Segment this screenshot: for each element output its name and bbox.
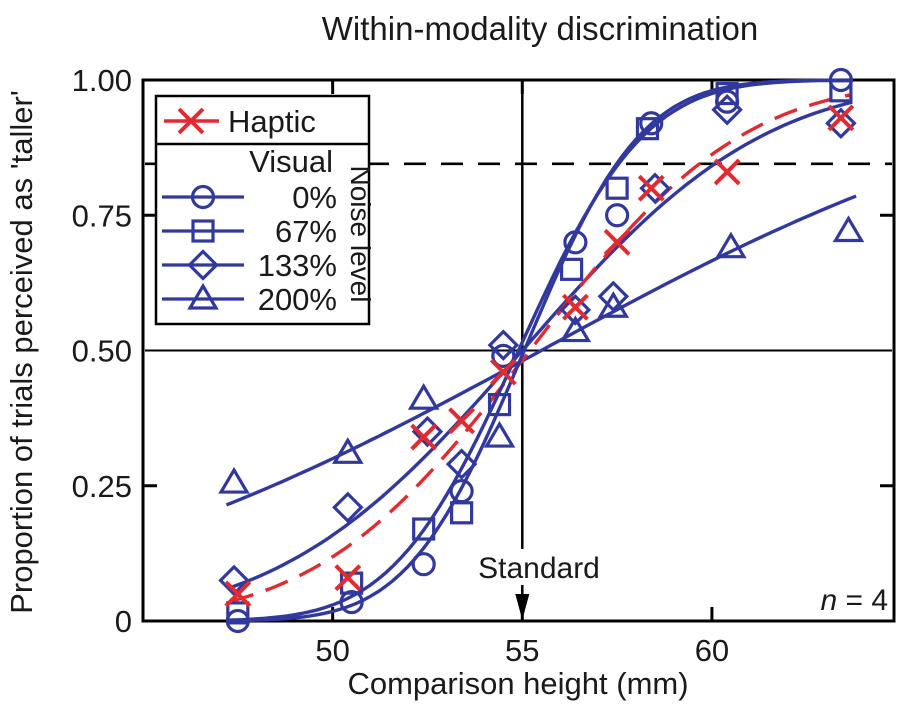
legend-item-label: 133%	[258, 248, 337, 283]
data-marker-square	[715, 81, 739, 106]
data-marker-diamond	[597, 280, 630, 313]
data-marker-square	[487, 393, 512, 417]
x-tick-label-50: 50	[315, 633, 349, 668]
data-marker-square	[560, 257, 584, 281]
data-marker-diamond	[487, 329, 520, 361]
legend-item-label: 200%	[258, 282, 337, 317]
series-visual-200-noise	[218, 215, 865, 494]
data-marker-diamond	[411, 415, 444, 448]
data-marker-diamond	[711, 93, 743, 126]
data-marker-triangle	[715, 231, 747, 259]
data-marker-triangle	[407, 383, 440, 410]
legend-item-133pct: 133%	[162, 248, 337, 283]
y-tick-label-1: 1.00	[72, 63, 132, 98]
x-axis-label: Comparison height (mm)	[347, 666, 688, 701]
data-marker-square	[226, 601, 250, 625]
legend-item-0pct: 0%	[162, 180, 337, 215]
y-tick-label-0: 0	[115, 604, 132, 639]
data-marker-x	[177, 107, 205, 135]
n-value: = 4	[837, 584, 888, 617]
legend: Haptic Visual Noise level 0%67%133%200%	[154, 94, 376, 326]
data-marker-x	[334, 564, 362, 592]
data-marker-x	[713, 158, 741, 186]
plot-frame	[141, 78, 896, 623]
data-marker-circle	[605, 203, 630, 228]
data-marker-square	[635, 117, 660, 141]
data-marker-x	[224, 580, 252, 608]
y-axis-label: Proportion of trials perceived as 'talle…	[4, 90, 39, 614]
fit-curve-0pct	[226, 78, 849, 623]
legend-item-67pct: 67%	[162, 214, 337, 249]
fit-curve-Haptic	[229, 92, 853, 604]
y-tick-label-0.25: 0.25	[72, 469, 132, 504]
data-marker-diamond	[218, 564, 250, 597]
legend-noise-header: Noise level	[345, 166, 376, 303]
data-marker-diamond	[445, 448, 478, 480]
data-marker-square	[412, 517, 436, 541]
data-marker-triangle	[483, 420, 516, 448]
data-marker-triangle	[218, 466, 250, 494]
y-tick-label-0.5: 0.50	[72, 334, 132, 369]
data-marker-x	[561, 293, 589, 321]
legend-visual-header: Visual	[249, 144, 333, 179]
data-marker-square	[450, 501, 474, 525]
legend-item-label: 0%	[292, 180, 337, 215]
data-marker-diamond	[559, 294, 592, 326]
fit-curve-133pct	[229, 100, 853, 590]
y-tick-label-0.75: 0.75	[72, 198, 132, 233]
data-marker-diamond	[187, 249, 219, 281]
x-tick-label-55: 55	[505, 633, 539, 668]
data-marker-x	[448, 407, 476, 435]
data-marker-triangle	[597, 291, 630, 318]
legend-item-200pct: 200%	[162, 282, 337, 317]
n-symbol: n	[820, 584, 837, 617]
data-marker-square	[829, 79, 853, 103]
x-tick-label-60: 60	[695, 633, 729, 668]
data-marker-triangle	[332, 437, 364, 464]
series-haptic	[224, 104, 855, 608]
data-marker-square	[191, 219, 215, 243]
chart-title: Within-modality discrimination	[322, 10, 758, 47]
fit-curve-200pct	[225, 194, 857, 507]
data-marker-x	[637, 174, 665, 202]
data-marker-triangle	[187, 282, 219, 310]
data-marker-diamond	[639, 172, 671, 204]
data-marker-circle	[411, 552, 436, 577]
legend-box	[154, 94, 371, 326]
data-marker-x	[410, 423, 438, 451]
data-marker-x	[603, 228, 631, 256]
sample-size-annotation: n = 4	[820, 584, 888, 617]
data-marker-circle	[639, 111, 664, 136]
data-marker-diamond	[825, 107, 857, 140]
data-marker-square	[605, 176, 629, 200]
data-marker-triangle	[832, 215, 865, 243]
data-marker-x	[827, 104, 855, 132]
data-marker-triangle	[559, 315, 592, 343]
standard-annotation: Standard	[478, 552, 600, 585]
data-marker-x	[489, 358, 517, 386]
data-marker-circle	[190, 184, 216, 210]
legend-haptic-label: Haptic	[228, 104, 316, 139]
data-marker-circle	[491, 343, 516, 369]
data-marker-circle	[563, 230, 588, 255]
data-marker-diamond	[332, 491, 364, 524]
legend-item-label: 67%	[275, 214, 337, 249]
